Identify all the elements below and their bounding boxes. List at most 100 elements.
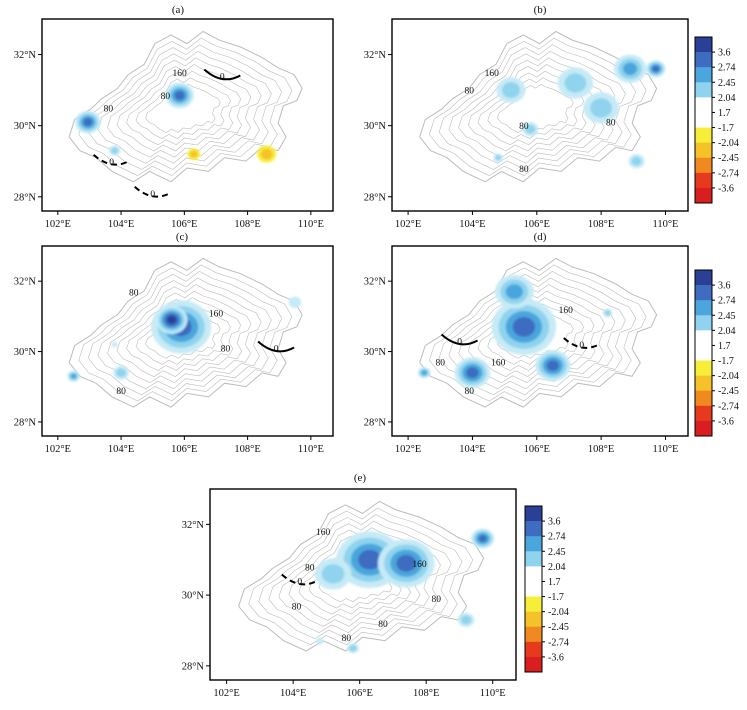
axes: 102°E 104°E 106°E 108°E 110°E 28°N 30°N 32°N — [364, 277, 679, 455]
contour-label-160: 160 — [559, 306, 574, 316]
colorbar-swatch — [525, 626, 542, 643]
shaded-cell — [70, 373, 77, 379]
shaded-cell — [495, 155, 502, 161]
colorbar-label: -2.04 — [718, 371, 739, 382]
contour-label-80: 80 — [129, 288, 139, 298]
y-tick-label: 28°N — [182, 661, 205, 672]
colorbar-swatch — [695, 300, 712, 316]
shaded-cell — [116, 368, 126, 378]
x-tick-label: 110°E — [298, 444, 324, 455]
zero-contour — [134, 186, 172, 198]
x-tick-label: 102°E — [45, 444, 71, 455]
panel-label: (e) — [354, 472, 367, 484]
contour-label-80: 80 — [519, 165, 529, 175]
contour-labels: 160 160 80 80 0 0 — [436, 306, 601, 397]
contour-label-80: 80 — [104, 104, 114, 114]
shaded-cell — [83, 118, 93, 127]
shaded-cell — [478, 535, 487, 542]
colorbar-label: -3.6 — [718, 416, 734, 427]
y-tick-label: 30°N — [364, 121, 387, 132]
colorbar-swatch — [695, 330, 712, 346]
panel-frame — [41, 245, 334, 437]
colorbar-swatch — [695, 97, 712, 113]
colorbar: 3.6 2.74 2.45 2.04 1.7 -1.7 -2.04 -2.45 -2.74 -3.… — [524, 505, 569, 673]
colorbar-label: -1.7 — [548, 592, 564, 603]
y-tick-label: 28°N — [14, 417, 37, 428]
x-tick-label: 102°E — [395, 219, 421, 230]
colorbar: 3.6 2.74 2.45 2.04 1.7 -1.7 -2.04 -2.45 -2.74 -3.… — [694, 36, 739, 204]
shaded-cell — [111, 341, 118, 348]
colorbar-swatch — [695, 375, 712, 392]
panel-d: (d) 160 160 80 80 0 0 102°E 104°E 106°E 108°E 110°E… — [364, 231, 689, 455]
y-tick-label: 28°N — [364, 417, 387, 428]
colorbar-label: -1.7 — [718, 123, 734, 134]
y-tick-label: 30°N — [14, 121, 37, 132]
y-tick-label: 32°N — [14, 50, 37, 61]
x-tick-label: 106°E — [171, 444, 197, 455]
contour-label-0: 0 — [220, 72, 225, 82]
y-tick-label: 32°N — [364, 277, 387, 288]
contour-label-0: 0 — [457, 338, 462, 348]
shaded-cell — [358, 549, 382, 570]
colorbar-label: 2.04 — [548, 562, 566, 573]
x-tick-label: 102°E — [395, 444, 421, 455]
colorbar-label: -2.45 — [718, 153, 739, 164]
panel-label: (b) — [534, 4, 547, 16]
shaded-cell — [174, 90, 185, 100]
shaded-cell — [288, 296, 302, 308]
contour-label-80: 80 — [161, 92, 171, 102]
x-tick-label: 106°E — [347, 688, 373, 699]
contour-label-80: 80 — [431, 595, 441, 605]
panel-frame — [209, 488, 517, 681]
contour-label-0: 0 — [579, 341, 584, 351]
colorbar-label: 1.7 — [718, 341, 731, 352]
colorbar-swatch — [695, 82, 712, 98]
panel-frame — [391, 18, 689, 212]
colorbar-swatch — [525, 551, 542, 567]
colorbar-swatch — [695, 172, 712, 189]
shaded-cell — [111, 147, 119, 154]
colorbar-swatch — [525, 521, 542, 537]
x-tick-label: 106°E — [524, 219, 550, 230]
colorbar-swatch — [695, 127, 712, 143]
contour-label-80: 80 — [221, 345, 231, 355]
colorbar-swatch — [525, 611, 542, 628]
x-tick-label: 108°E — [413, 688, 439, 699]
contour-label-0: 0 — [109, 158, 114, 168]
contour-labels: 160 80 80 80 80 — [464, 69, 615, 175]
colorbar-swatch — [695, 52, 712, 68]
zero-contour — [203, 68, 241, 81]
shaded-cell — [623, 62, 638, 76]
contour-labels: 160 80 80 80 0 — [116, 288, 295, 397]
colorbar-label: -2.04 — [548, 607, 569, 618]
x-tick-label: 106°E — [524, 444, 550, 455]
contour-label-80: 80 — [342, 634, 352, 644]
significance-shading — [417, 274, 613, 389]
terrain-contours — [419, 30, 658, 183]
contour-label-160: 160 — [412, 560, 427, 570]
axes: 102°E 104°E 106°E 108°E 110°E 28°N 30°N 32°N — [14, 277, 324, 455]
contour-label-80: 80 — [519, 122, 529, 132]
x-tick-label: 108°E — [588, 444, 614, 455]
colorbar-frame — [524, 505, 543, 673]
colorbar-label: 2.45 — [718, 311, 736, 322]
shaded-cell — [631, 156, 642, 166]
contour-label-160: 160 — [316, 528, 331, 538]
x-tick-label: 110°E — [653, 219, 679, 230]
zero-contour — [281, 573, 319, 586]
y-tick-label: 28°N — [364, 192, 387, 203]
panel-label: (a) — [172, 4, 185, 16]
colorbar-swatch — [695, 37, 712, 53]
x-tick-label: 108°E — [588, 219, 614, 230]
panel-label: (c) — [176, 231, 189, 243]
x-tick-label: 108°E — [234, 219, 260, 230]
shaded-cell — [590, 98, 612, 118]
colorbar-swatch — [695, 390, 712, 407]
y-tick-label: 30°N — [182, 591, 205, 602]
shaded-cell — [321, 564, 345, 584]
contour-label-80: 80 — [606, 119, 616, 129]
colorbar-label: -2.74 — [718, 401, 739, 412]
shaded-cell — [167, 315, 177, 324]
